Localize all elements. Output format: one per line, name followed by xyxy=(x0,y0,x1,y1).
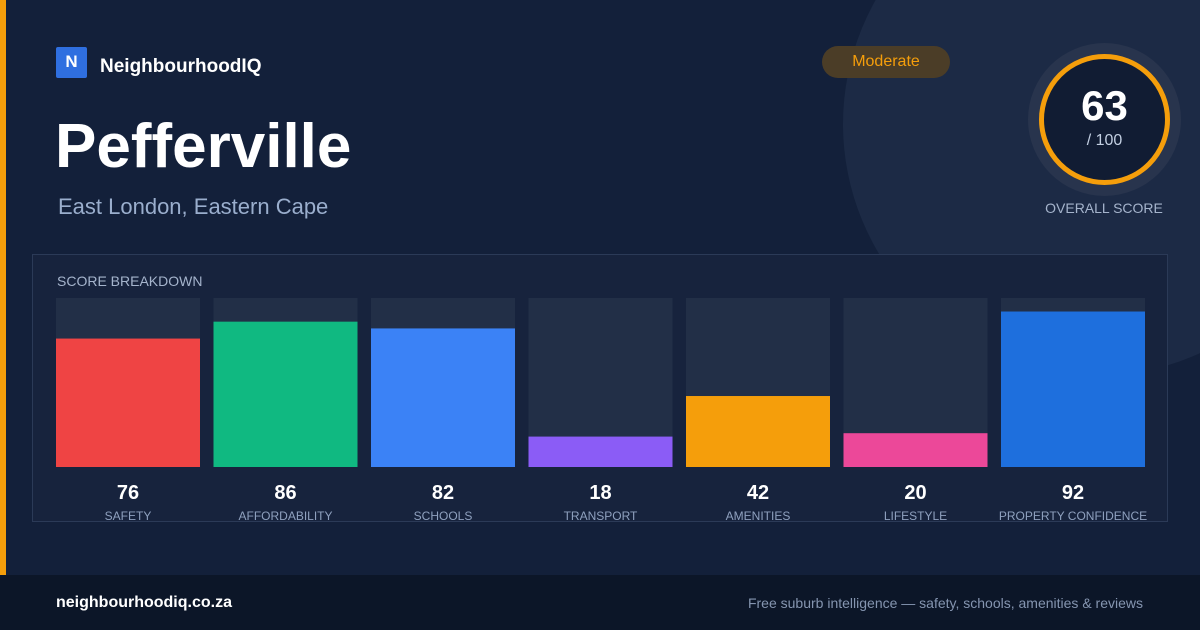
rating-badge: Moderate xyxy=(822,46,950,78)
bar-affordability xyxy=(213,321,358,467)
bar-safety xyxy=(56,338,200,467)
brand: N NeighbourhoodIQ xyxy=(56,46,261,78)
overall-score-gauge: 63 / 100 xyxy=(1028,43,1181,196)
bar-lifestyle xyxy=(843,433,988,467)
score-breakdown-chart: 76 SAFETY 86 AFFORDABILITY 82 SCHOOLS 18 TRANSP… xyxy=(56,298,1147,521)
bar-value-label: 42 xyxy=(747,482,769,504)
footer: neighbourhoodiq.co.za Free suburb intell… xyxy=(0,575,1200,630)
brand-logo-icon: N xyxy=(56,46,87,78)
gauge-graphic xyxy=(1028,43,1181,196)
bar-value-label: 20 xyxy=(904,482,926,504)
suburb-title: Pefferville xyxy=(55,112,352,181)
bar-category-label: SAFETY xyxy=(105,509,152,521)
bar-value-label: 76 xyxy=(117,482,139,504)
bar-amenities xyxy=(686,396,830,467)
bar-category-label: AFFORDABILITY xyxy=(238,509,332,521)
gauge-ring xyxy=(1039,54,1170,185)
bar-property-confidence xyxy=(1001,311,1145,467)
bar-value-label: 86 xyxy=(274,482,296,504)
bar-schools xyxy=(371,328,515,467)
bar-category-label: SCHOOLS xyxy=(414,509,473,521)
bar-value-label: 18 xyxy=(589,482,611,504)
bar-category-label: AMENITIES xyxy=(726,509,791,521)
overall-score-label: OVERALL SCORE xyxy=(1045,200,1163,216)
overall-score-value: 63 xyxy=(1081,82,1128,129)
bar-value-label: 92 xyxy=(1062,482,1084,504)
footer-url: neighbourhoodiq.co.za xyxy=(56,594,232,611)
score-breakdown-panel: SCORE BREAKDOWN 76 SAFETY 86 AFFORDABILITY 8… xyxy=(32,254,1168,522)
score-breakdown-title: SCORE BREAKDOWN xyxy=(57,273,203,289)
suburb-location: East London, Eastern Cape xyxy=(58,194,329,219)
overall-score-max: / 100 xyxy=(1086,132,1123,149)
bar-category-label: TRANSPORT xyxy=(564,509,638,521)
brand-name: NeighbourhoodIQ xyxy=(100,56,262,77)
accent-strip xyxy=(0,0,6,575)
bar-transport xyxy=(528,436,673,467)
bar-category-label: LIFESTYLE xyxy=(884,509,947,521)
bar-value-label: 82 xyxy=(432,482,454,504)
footer-tagline: Free suburb intelligence — safety, schoo… xyxy=(747,595,1143,611)
bar-category-label: PROPERTY CONFIDENCE xyxy=(999,509,1147,521)
